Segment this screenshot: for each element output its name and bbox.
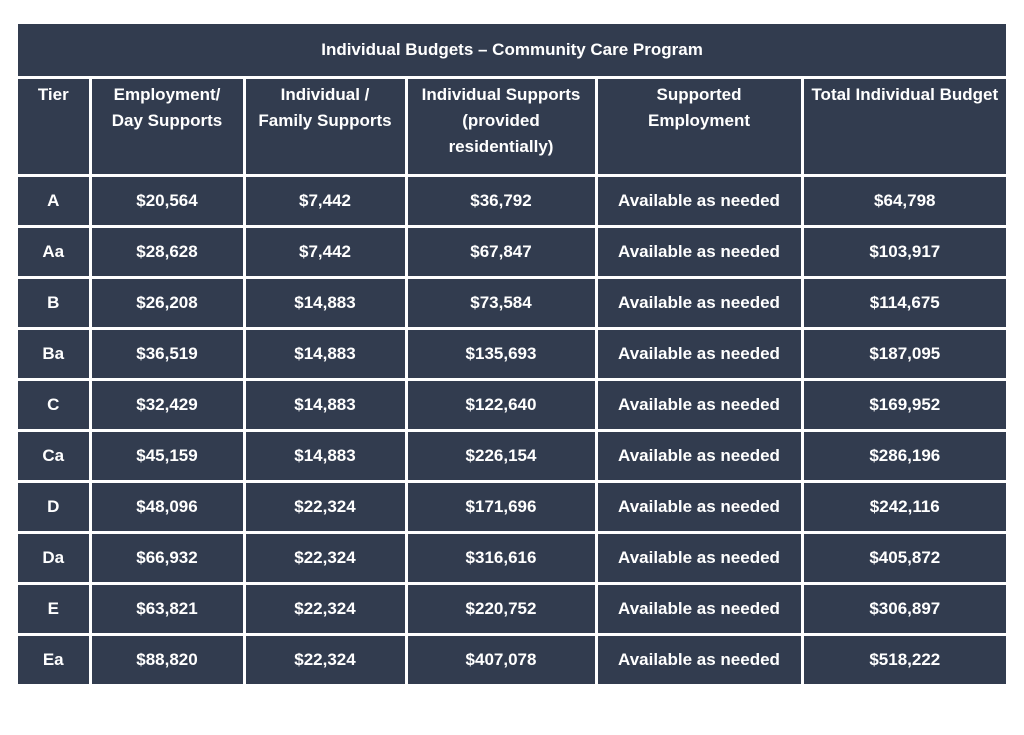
cell-employment-day-supports: $66,932 — [88, 531, 246, 585]
cell-tier: Aa — [18, 225, 92, 279]
table-row: Da $66,932 $22,324 $316,616 Available as… — [18, 531, 1007, 585]
cell-supported-employment: Available as needed — [594, 429, 804, 483]
cell-individual-supports-residential: $135,693 — [404, 327, 598, 381]
cell-individual-family-supports: $22,324 — [242, 633, 408, 684]
cell-tier: B — [18, 276, 92, 330]
cell-tier: D — [18, 480, 92, 534]
table-title-row: Individual Budgets – Community Care Prog… — [18, 24, 1007, 79]
header-total-individual-budget: Total Individual Budget — [800, 76, 1007, 177]
header-individual-family-supports: Individual / Family Supports — [242, 76, 408, 177]
cell-individual-supports-residential: $36,792 — [404, 174, 598, 228]
cell-individual-family-supports: $22,324 — [242, 480, 408, 534]
cell-individual-family-supports: $22,324 — [242, 582, 408, 636]
table-row: D $48,096 $22,324 $171,696 Available as … — [18, 480, 1007, 534]
cell-individual-supports-residential: $220,752 — [404, 582, 598, 636]
cell-supported-employment: Available as needed — [594, 531, 804, 585]
cell-individual-family-supports: $14,883 — [242, 327, 408, 381]
cell-supported-employment: Available as needed — [594, 633, 804, 684]
table-row: Ca $45,159 $14,883 $226,154 Available as… — [18, 429, 1007, 483]
cell-employment-day-supports: $45,159 — [88, 429, 246, 483]
cell-tier: Ea — [18, 633, 92, 684]
cell-individual-supports-residential: $67,847 — [404, 225, 598, 279]
cell-individual-family-supports: $14,883 — [242, 276, 408, 330]
budget-table: Individual Budgets – Community Care Prog… — [18, 24, 1007, 684]
table-header-row: Tier Employment/ Day Supports Individual… — [18, 76, 1007, 177]
cell-supported-employment: Available as needed — [594, 276, 804, 330]
cell-individual-family-supports: $7,442 — [242, 225, 408, 279]
table-row: Ea $88,820 $22,324 $407,078 Available as… — [18, 633, 1007, 684]
cell-individual-supports-residential: $122,640 — [404, 378, 598, 432]
cell-total-individual-budget: $103,917 — [800, 225, 1007, 279]
cell-tier: Ca — [18, 429, 92, 483]
header-supported-employment: Supported Employment — [594, 76, 804, 177]
cell-total-individual-budget: $64,798 — [800, 174, 1007, 228]
cell-total-individual-budget: $114,675 — [800, 276, 1007, 330]
table-row: E $63,821 $22,324 $220,752 Available as … — [18, 582, 1007, 636]
cell-employment-day-supports: $48,096 — [88, 480, 246, 534]
cell-supported-employment: Available as needed — [594, 378, 804, 432]
cell-employment-day-supports: $63,821 — [88, 582, 246, 636]
cell-total-individual-budget: $169,952 — [800, 378, 1007, 432]
header-tier: Tier — [18, 76, 92, 177]
cell-individual-family-supports: $14,883 — [242, 429, 408, 483]
cell-total-individual-budget: $286,196 — [800, 429, 1007, 483]
cell-employment-day-supports: $88,820 — [88, 633, 246, 684]
header-employment-day-supports: Employment/ Day Supports — [88, 76, 246, 177]
cell-individual-supports-residential: $407,078 — [404, 633, 598, 684]
cell-employment-day-supports: $36,519 — [88, 327, 246, 381]
cell-total-individual-budget: $405,872 — [800, 531, 1007, 585]
cell-tier: A — [18, 174, 92, 228]
cell-tier: E — [18, 582, 92, 636]
cell-supported-employment: Available as needed — [594, 582, 804, 636]
header-individual-supports-residential: Individual Supports (provided residentia… — [404, 76, 598, 177]
cell-employment-day-supports: $32,429 — [88, 378, 246, 432]
cell-total-individual-budget: $187,095 — [800, 327, 1007, 381]
table-row: Aa $28,628 $7,442 $67,847 Available as n… — [18, 225, 1007, 279]
cell-individual-supports-residential: $316,616 — [404, 531, 598, 585]
cell-employment-day-supports: $28,628 — [88, 225, 246, 279]
cell-supported-employment: Available as needed — [594, 174, 804, 228]
table-row: Ba $36,519 $14,883 $135,693 Available as… — [18, 327, 1007, 381]
cell-individual-supports-residential: $171,696 — [404, 480, 598, 534]
cell-employment-day-supports: $26,208 — [88, 276, 246, 330]
cell-supported-employment: Available as needed — [594, 480, 804, 534]
cell-supported-employment: Available as needed — [594, 225, 804, 279]
cell-individual-supports-residential: $226,154 — [404, 429, 598, 483]
cell-individual-supports-residential: $73,584 — [404, 276, 598, 330]
cell-individual-family-supports: $14,883 — [242, 378, 408, 432]
table-row: A $20,564 $7,442 $36,792 Available as ne… — [18, 174, 1007, 228]
table-title: Individual Budgets – Community Care Prog… — [18, 24, 1007, 79]
cell-supported-employment: Available as needed — [594, 327, 804, 381]
table-row: C $32,429 $14,883 $122,640 Available as … — [18, 378, 1007, 432]
cell-tier: Ba — [18, 327, 92, 381]
cell-tier: Da — [18, 531, 92, 585]
cell-individual-family-supports: $22,324 — [242, 531, 408, 585]
cell-employment-day-supports: $20,564 — [88, 174, 246, 228]
cell-individual-family-supports: $7,442 — [242, 174, 408, 228]
cell-tier: C — [18, 378, 92, 432]
cell-total-individual-budget: $242,116 — [800, 480, 1007, 534]
cell-total-individual-budget: $518,222 — [800, 633, 1007, 684]
cell-total-individual-budget: $306,897 — [800, 582, 1007, 636]
table-row: B $26,208 $14,883 $73,584 Available as n… — [18, 276, 1007, 330]
